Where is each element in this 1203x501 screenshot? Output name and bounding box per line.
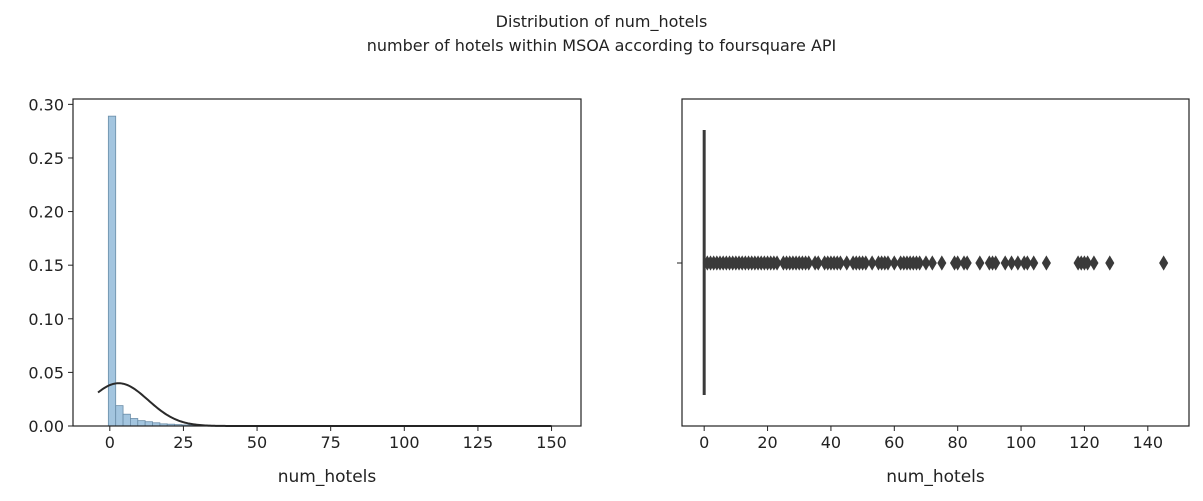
hist-x-tick-label: 25: [173, 433, 193, 452]
outlier-point: [1013, 255, 1023, 271]
outlier-point: [921, 255, 931, 271]
hist-bar: [144, 421, 153, 427]
hist-bar: [130, 418, 139, 427]
outlier-point: [1159, 255, 1169, 271]
hist-bar: [115, 405, 124, 427]
outlier-point: [991, 255, 1001, 271]
hist-y-tick-label: 0.30: [28, 95, 64, 114]
hist-y-tick-label: 0.25: [28, 149, 64, 168]
outlier-point: [1105, 255, 1115, 271]
outlier-point: [975, 255, 985, 271]
hist-y-tick-label: 0.15: [28, 256, 64, 275]
hist-bar: [122, 413, 131, 427]
hist-bar: [107, 115, 117, 427]
hist-x-tick-label: 0: [105, 433, 115, 452]
outlier-point: [813, 255, 823, 271]
outlier-point: [1022, 255, 1032, 271]
hist-x-tick-label: 75: [321, 433, 341, 452]
box-x-tick-label: 80: [948, 433, 968, 452]
outlier-point: [835, 255, 845, 271]
outlier-point: [915, 255, 925, 271]
outlier-point: [889, 255, 899, 271]
box-x-tick-label: 20: [757, 433, 777, 452]
hist-x-tick-label: 150: [536, 433, 567, 452]
outlier-point: [1083, 255, 1093, 271]
hist-y-tick-label: 0.10: [28, 310, 64, 329]
outlier-point: [804, 255, 814, 271]
outlier-point: [1041, 255, 1051, 271]
hist-x-tick-label: 100: [389, 433, 420, 452]
box-x-tick-label: 120: [1069, 433, 1100, 452]
hist-x-tick-label: 125: [463, 433, 494, 452]
hist-x-tick-label: 50: [247, 433, 267, 452]
hist-x-axis-label: num_hotels: [278, 467, 377, 487]
figure-title: Distribution of num_hotels: [495, 12, 708, 31]
outlier-point: [1007, 255, 1017, 271]
box-x-tick-label: 140: [1133, 433, 1164, 452]
figure-subtitle: number of hotels within MSOA according t…: [366, 36, 837, 55]
box-x-tick-label: 0: [699, 433, 709, 452]
box-x-tick-label: 60: [884, 433, 904, 452]
outlier-point: [1029, 255, 1039, 271]
box-x-tick-label: 40: [821, 433, 841, 452]
outlier-point: [861, 255, 871, 271]
box-x-axis-label: num_hotels: [886, 467, 985, 487]
outlier-point: [867, 255, 877, 271]
outlier-point: [842, 255, 852, 271]
hist-axes-frame: [72, 98, 582, 427]
box-x-tick-label: 100: [1006, 433, 1037, 452]
outlier-point: [962, 255, 972, 271]
outlier-point: [1089, 255, 1099, 271]
hist-y-tick-label: 0.20: [28, 203, 64, 222]
outlier-point: [937, 255, 947, 271]
hist-y-tick-label: 0.05: [28, 363, 64, 382]
outlier-point: [772, 255, 782, 271]
outlier-point: [883, 255, 893, 271]
outlier-point: [953, 255, 963, 271]
outlier-point: [927, 255, 937, 271]
outlier-point: [1000, 255, 1010, 271]
hist-bar: [137, 420, 146, 427]
hist-y-tick-label: 0.00: [28, 417, 64, 436]
normal-fit-line: [97, 382, 552, 427]
